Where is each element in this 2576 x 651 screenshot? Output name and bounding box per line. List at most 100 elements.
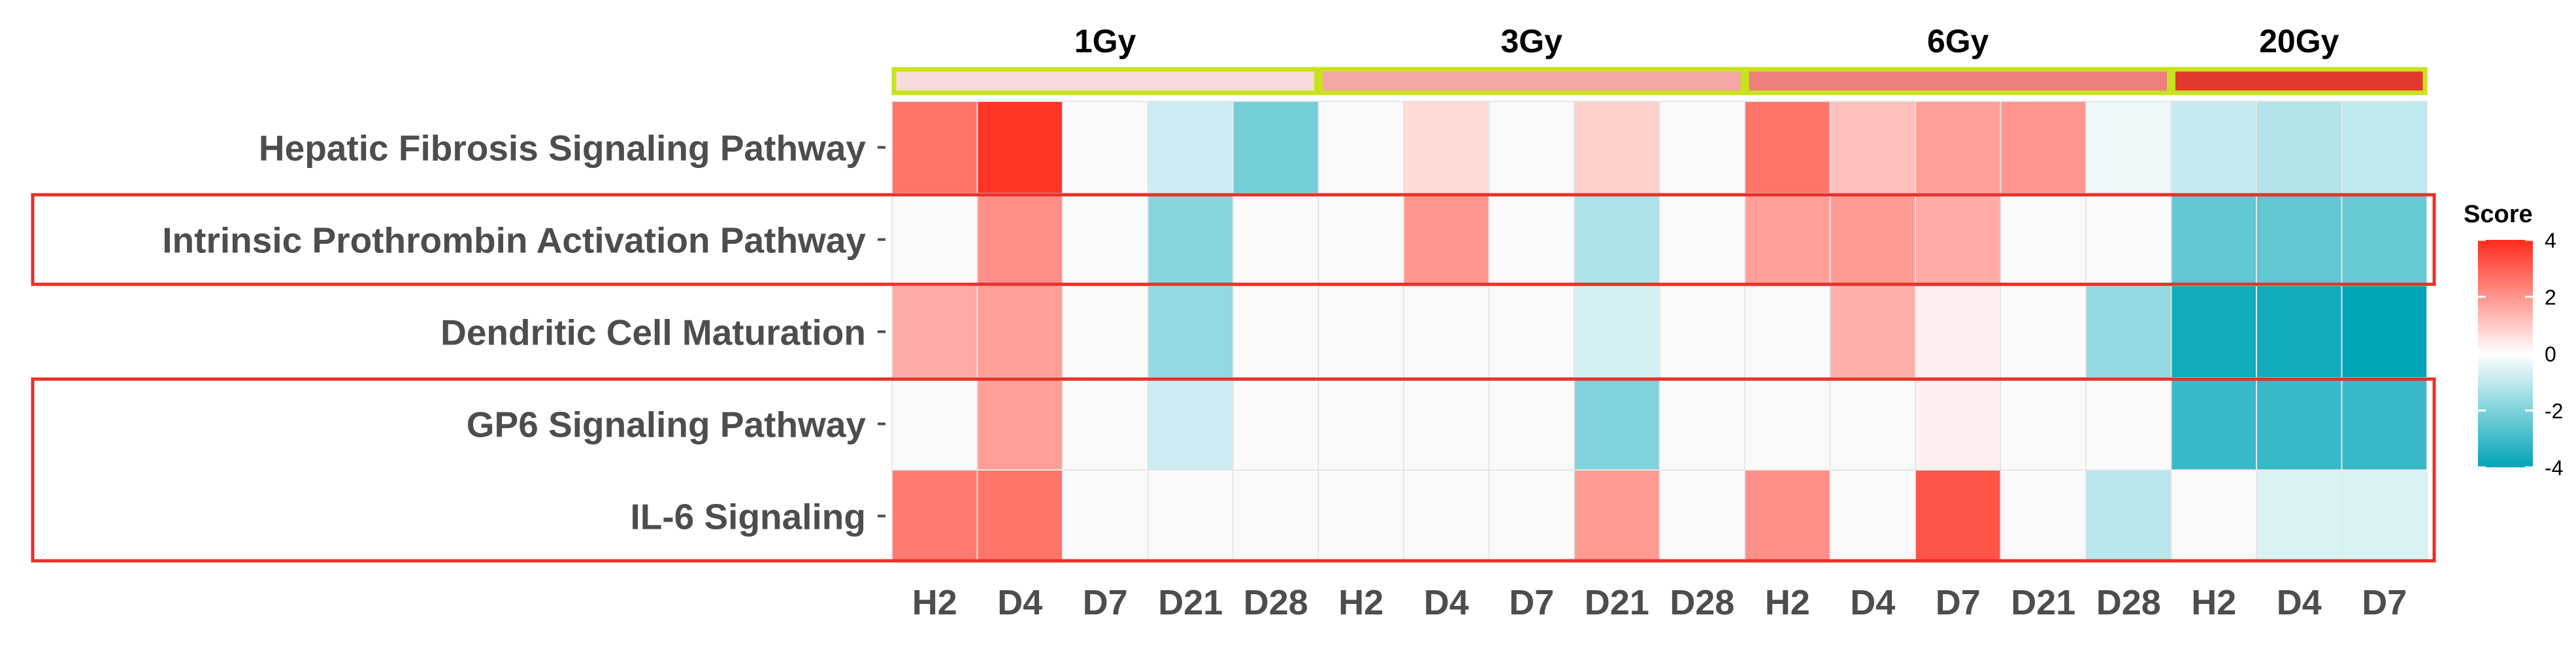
group-bar-20gy [2171,67,2428,95]
column-label: H2 [1765,583,1810,622]
heatmap-cell [2256,193,2343,286]
group-label-1gy: 1Gy [1074,23,1136,59]
heatmap-cell [1403,469,1490,563]
heatmap-cell [2256,285,2343,378]
heatmap-cell [1574,285,1660,378]
column-label: D28 [2096,583,2161,622]
column-label: D21 [2011,583,2075,622]
heatmap-cell [1829,101,1916,194]
heatmap-cell [1488,101,1575,194]
row-highlight-box [31,377,2436,563]
heatmap-cell [2000,469,2087,563]
heatmap-cell [976,469,1063,563]
column-label: D7 [2362,583,2407,622]
heatmap-cell [976,101,1063,194]
row-label: Dendritic Cell Maturation [440,312,866,353]
heatmap-cell [1744,469,1831,563]
heatmap-cell [1659,377,1745,471]
heatmap-cell-layer [891,101,2428,563]
heatmap-cell [1574,469,1660,563]
heatmap-cell [1317,193,1404,286]
column-label: D4 [1424,583,1469,622]
heatmap-cell [1147,469,1234,563]
heatmap-cell [1574,101,1660,194]
heatmap-cell [1915,193,2002,286]
heatmap-cell [2256,377,2343,471]
heatmap-cell [1232,469,1319,563]
heatmap-cell [1574,377,1660,471]
legend-tick-label: -2 [2545,399,2563,423]
column-label: H2 [912,583,957,622]
legend-tick-label: 2 [2545,286,2556,309]
column-label: D21 [1585,583,1649,622]
row-label: Intrinsic Prothrombin Activation Pathway [162,220,866,261]
heatmap-cell [1488,469,1575,563]
heatmap-cell [1317,469,1404,563]
heatmap-cell [1062,469,1149,563]
heatmap-cell [1488,285,1575,378]
heatmap-cell [2000,377,2087,471]
heatmap-cell [2085,377,2172,471]
column-label: D7 [1509,583,1554,622]
heatmap-cell [1147,285,1234,378]
group-bar-6gy [1744,67,2171,95]
row-label: IL-6 Signaling [630,497,866,537]
heatmap-cell [1915,285,2002,378]
heatmap-cell [1232,193,1319,286]
heatmap-cell [1915,469,2002,563]
heatmap-cell [1403,285,1490,378]
heatmap-cell [1147,377,1234,471]
heatmap-cell [1317,377,1404,471]
column-label: D28 [1670,583,1734,622]
group-label-6gy: 6Gy [1927,23,1989,59]
heatmap-cell [2000,101,2087,194]
legend: Score 4 2 0 -2 -4 [2464,201,2563,480]
legend-title: Score [2464,201,2533,228]
heatmap-cell [1147,193,1234,286]
column-label: D4 [997,583,1042,622]
heatmap-cell [1232,101,1319,194]
group-label-20gy: 20Gy [2259,23,2339,59]
row-highlight-layer [31,193,2436,563]
heatmap-cell [1317,285,1404,378]
row-highlight-box [31,193,2436,286]
column-label: D7 [1936,583,1981,622]
heatmap-cell [1829,377,1916,471]
heatmap-cell [1915,377,2002,471]
heatmap-cell [1147,101,1234,194]
heatmap-cell [2341,377,2428,471]
heatmap-cell [1829,193,1916,286]
column-label-layer: H2 D4 D7 D21 D28 H2 D4 D7 D21 D28 H2 D4 D7 D21 D28 H2 D4… [912,583,2407,622]
group-bar-1gy [891,67,1319,95]
column-label: H2 [1338,583,1383,622]
heatmap-cell [1062,285,1149,378]
column-label: D28 [1244,583,1308,622]
heatmap-cell [2170,469,2257,563]
heatmap-cell [1659,101,1745,194]
group-label-3gy: 3Gy [1500,23,1562,59]
heatmap-cell [2341,285,2428,378]
heatmap-cell [1659,285,1745,378]
heatmap-cell [1744,285,1831,378]
heatmap-cell [2000,285,2087,378]
heatmap-cell [891,469,978,563]
heatmap-cell [1403,101,1490,194]
heatmap-cell [1915,101,2002,194]
heatmap-cell [1829,469,1916,563]
heatmap-cell [1744,377,1831,471]
group-bar-3gy [1318,67,1745,95]
heatmap-cell [1403,193,1490,286]
heatmap-cell [2085,193,2172,286]
heatmap-cell [2085,101,2172,194]
row-label-layer: Hepatic Fibrosis Signaling Pathway Intrin… [162,128,885,537]
heatmap-cell [891,377,978,471]
group-header-layer: 1Gy 3Gy 6Gy 20Gy [891,23,2428,95]
heatmap-cell [2170,377,2257,471]
heatmap-cell [1744,101,1831,194]
heatmap-cell [2170,193,2257,286]
heatmap-cell [891,193,978,286]
heatmap-cell [976,377,1063,471]
heatmap-cell [1062,377,1149,471]
heatmap-cell [2085,469,2172,563]
legend-tick-label: -4 [2545,456,2563,480]
